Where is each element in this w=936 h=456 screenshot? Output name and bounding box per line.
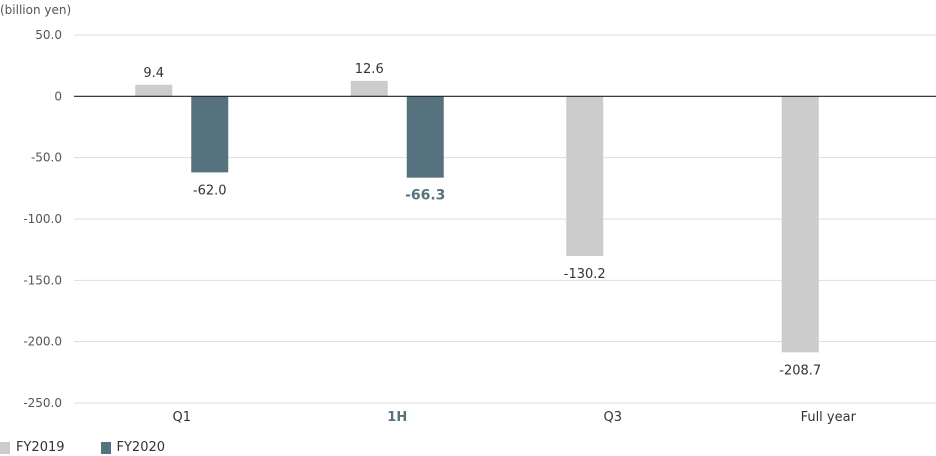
data-label: 12.6: [355, 62, 384, 77]
data-label: 9.4: [143, 66, 164, 81]
y-tick-label: -250.0: [23, 396, 62, 410]
legend-label-fy2019: FY2019: [16, 440, 65, 455]
legend-swatch-fy2020: [100, 441, 111, 454]
legend-item-fy2020: FY2020: [100, 440, 166, 455]
x-tick-label: Q3: [603, 410, 622, 425]
x-tick-label: Full year: [801, 410, 857, 425]
bar: [406, 96, 444, 178]
x-tick-label: 1H: [387, 410, 407, 425]
y-tick-label: -50.0: [31, 151, 62, 165]
y-tick-label: 50.0: [35, 28, 62, 42]
data-label: -130.2: [564, 267, 606, 282]
bar: [135, 84, 173, 97]
y-tick-label: 0: [54, 89, 62, 103]
legend-label-fy2020: FY2020: [116, 440, 166, 455]
data-label: -208.7: [779, 363, 821, 378]
bar: [566, 96, 604, 257]
bar: [191, 96, 229, 173]
bar: [350, 80, 388, 97]
bar-chart: 50.0 0 -50.0 -100.0 -150.0 -200.0 -250.0 9.4 -62…: [23, 28, 936, 425]
x-tick-label: Q1: [172, 410, 191, 425]
y-axis-unit-label: (billion yen): [0, 3, 72, 17]
data-label: -66.3: [405, 188, 445, 204]
y-tick-label: -150.0: [23, 273, 62, 287]
y-tick-label: -200.0: [23, 335, 62, 349]
legend-swatch-fy2019: [0, 441, 10, 454]
legend-item-fy2019: FY2019: [0, 440, 65, 455]
data-label: -62.0: [193, 183, 227, 198]
chart-legend: FY2019 FY2020: [0, 440, 201, 455]
bar: [781, 96, 819, 353]
y-tick-label: -100.0: [23, 212, 62, 226]
